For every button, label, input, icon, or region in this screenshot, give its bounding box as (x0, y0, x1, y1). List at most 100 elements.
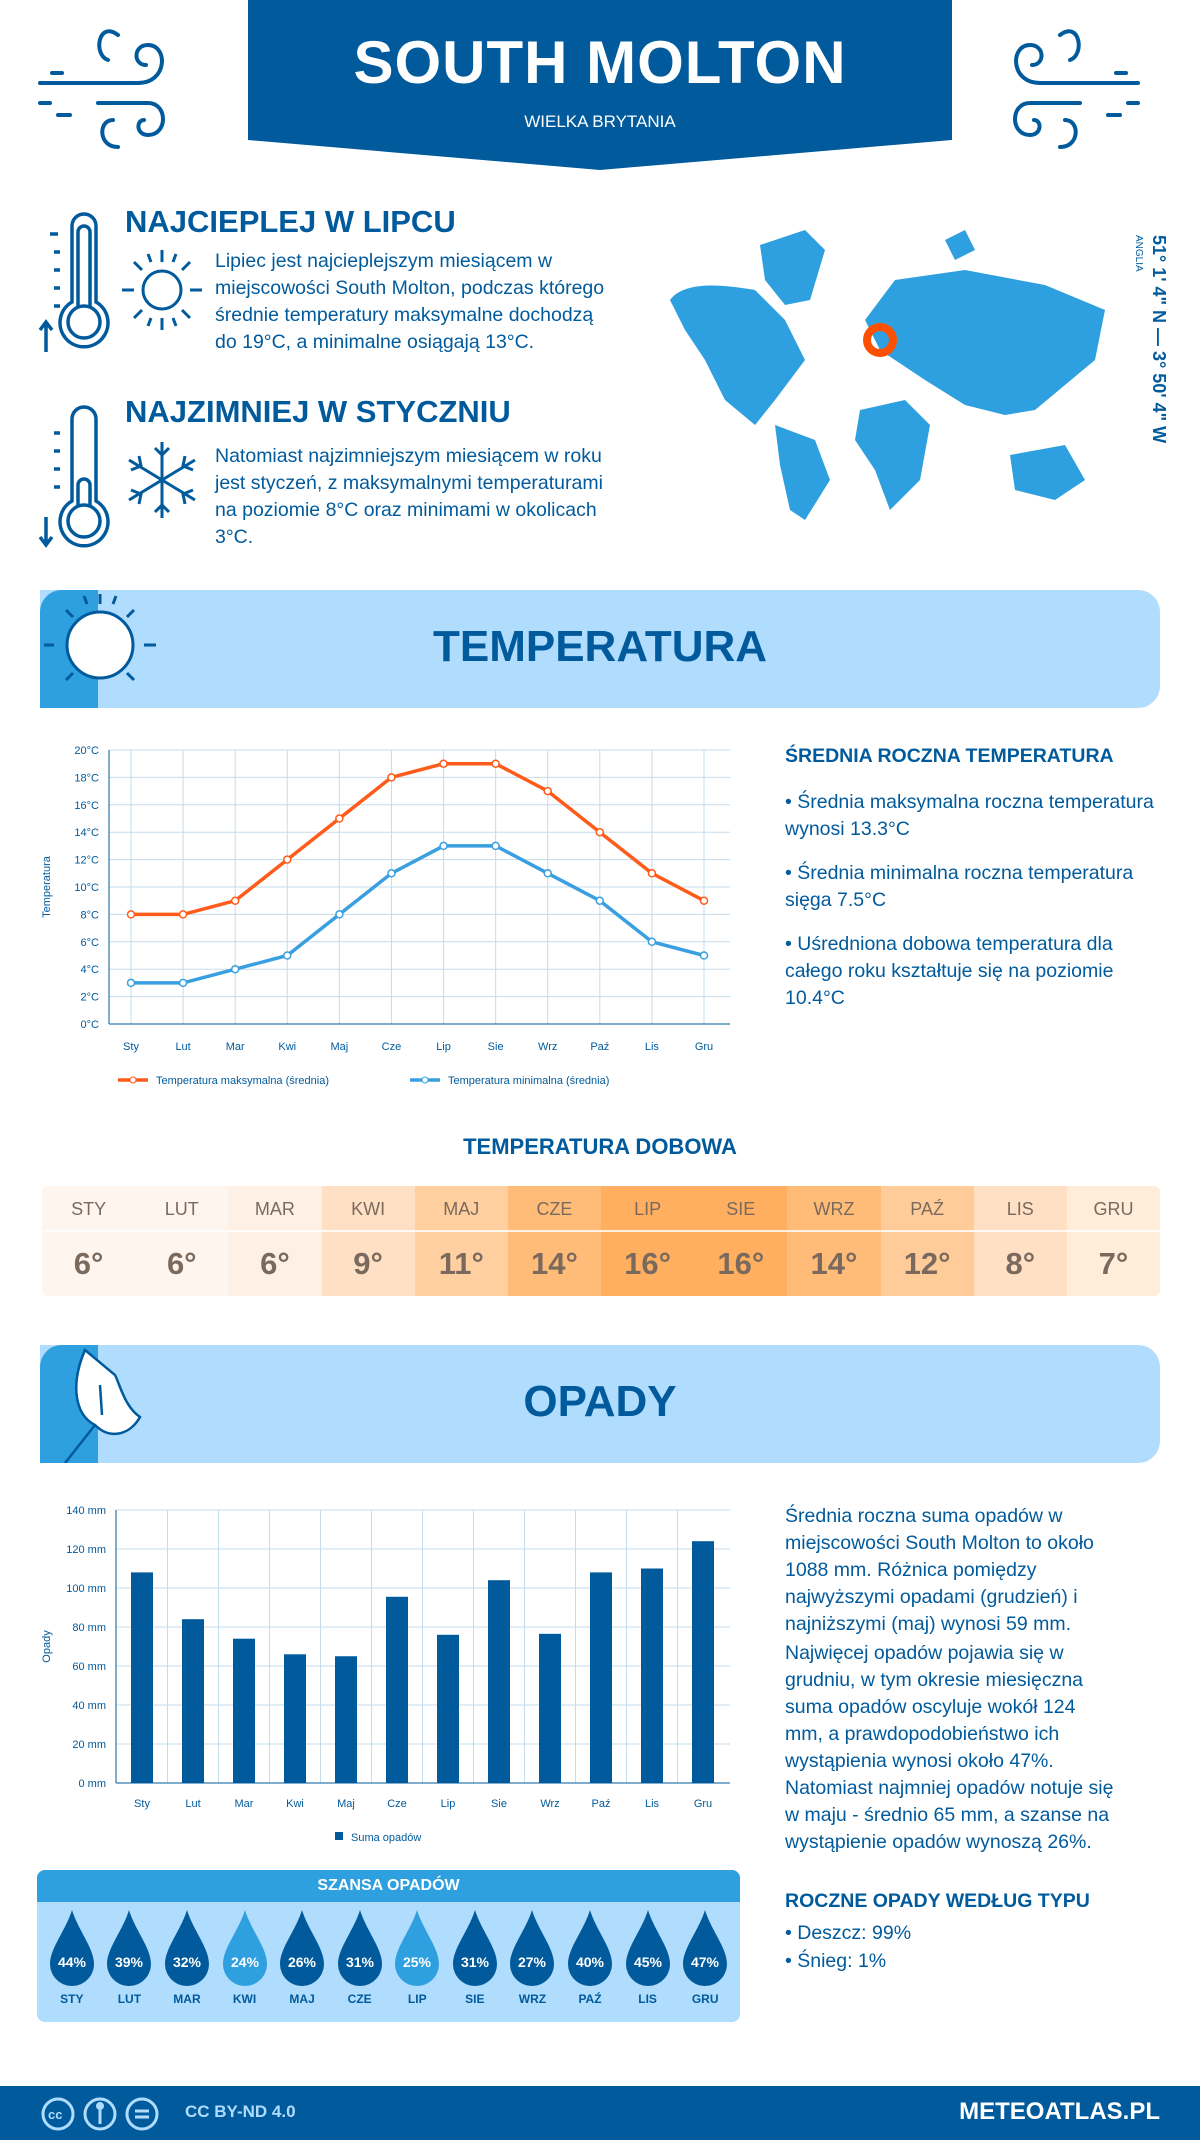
temperature-chart: 0°C 2°C 4°C 6°C 8°C 10°C 12°C 14°C 16°C 18°C 20°C S… (41, 745, 730, 1087)
y-tick-label: 40 mm (72, 1700, 106, 1712)
x-tick-label: Mar (226, 1041, 245, 1053)
chance-drop: 26% MAJ (273, 1910, 331, 2006)
x-tick-label: Mar (235, 1798, 254, 1810)
data-point (126, 910, 136, 919)
daily-temperature-table: STY 6° LUT 6° MAR 6° KWI 9° MAJ 11° CZE 14° LIP 16° SI… (42, 1186, 1160, 1296)
y-tick-label: 120 mm (66, 1544, 106, 1556)
data-point (283, 951, 292, 960)
x-tick-label: Sie (491, 1798, 507, 1810)
wind-icon (1013, 29, 1140, 149)
temperature-title: TEMPERATURA (432, 622, 768, 671)
footer: cc CC BY-ND 4.0 METEOATLAS.PL (0, 2086, 1200, 2140)
y-tick-label: 4°C (81, 964, 100, 976)
drop-icon: 26% (280, 1910, 325, 1986)
coordinates: 51° 1' 4" N — 3° 50' 4" W (1149, 235, 1169, 444)
x-tick-label: Kwi (286, 1798, 304, 1810)
site-link[interactable]: METEOATLAS.PL (959, 2098, 1160, 2125)
chance-month: WRZ (518, 1992, 547, 2006)
temp-bullet: • Średnia maksymalna roczna temperatura … (785, 791, 1154, 840)
location-marker (863, 323, 897, 357)
legend-marker (129, 1076, 137, 1084)
daily-temp-value: 9° (353, 1246, 383, 1281)
drop-icon: 31% (452, 1910, 497, 1986)
y-axis-label: Temperatura (41, 855, 53, 918)
month-label: PAŹ (880, 1186, 974, 1232)
daily-column: KWI 9° (321, 1186, 415, 1296)
daily-temp-value: 8° (1005, 1246, 1036, 1281)
chance-month: LIP (407, 1992, 427, 2006)
license-label[interactable]: CC BY-ND 4.0 (185, 2102, 296, 2121)
daily-column: STY 6° (42, 1186, 136, 1296)
chance-value: 31% (461, 1954, 490, 1970)
bar (641, 1568, 663, 1783)
bar (182, 1619, 204, 1783)
chance-drop: 31% CZE (331, 1910, 389, 2006)
x-tick-label: Lut (175, 1041, 190, 1053)
chance-drop: 31% SIE (446, 1910, 504, 2006)
drop-icon: 44% (49, 1910, 94, 1986)
data-point (491, 841, 500, 851)
chance-value: 39% (115, 1954, 144, 1970)
precipitation-title: OPADY (523, 1377, 677, 1426)
x-tick-label: Cze (387, 1798, 407, 1810)
drop-icon: 32% (164, 1910, 209, 1986)
temp-summary-heading: ŚREDNIA ROCZNA TEMPERATURA (785, 745, 1114, 767)
thermometer-down-icon (38, 405, 110, 548)
daily-temp-value: 11° (438, 1246, 484, 1281)
chance-month: KWI (232, 1992, 257, 2006)
cc-license-icons[interactable]: cc (40, 2096, 160, 2132)
data-point (699, 896, 709, 905)
drop-icon: 27% (510, 1910, 555, 1986)
y-tick-label: 2°C (81, 992, 100, 1004)
chance-drop: 40% PAŹ (561, 1910, 619, 2006)
daily-temp-value: 6° (73, 1246, 104, 1281)
chance-month: MAJ (289, 1992, 315, 2006)
data-point (387, 869, 396, 878)
chance-value: 40% (576, 1954, 605, 1970)
chance-month: MAR (173, 1992, 201, 2006)
month-label: MAJ (414, 1186, 508, 1232)
month-label: GRU (1066, 1186, 1160, 1232)
warm-heading: NAJCIEPLEJ W LIPCU (125, 204, 456, 239)
chance-drop: 24% KWI (216, 1910, 274, 2006)
data-point (647, 869, 657, 878)
daily-column: GRU 7° (1066, 1186, 1160, 1296)
daily-column: SIE 16° (694, 1186, 788, 1296)
chance-drop: 32% MAR (158, 1910, 216, 2006)
data-point (647, 937, 657, 947)
page-title: SOUTH MOLTON (353, 29, 847, 96)
data-point (283, 855, 292, 864)
daily-column: LUT 6° (135, 1186, 229, 1296)
y-tick-label: 140 mm (66, 1505, 106, 1517)
daily-column: MAR 6° (228, 1186, 322, 1296)
data-point (335, 910, 344, 919)
month-label: STY (42, 1186, 136, 1232)
daily-column: MAJ 11° (414, 1186, 508, 1296)
chance-month: LUT (117, 1992, 142, 2006)
cold-heading: NAJZIMNIEJ W STYCZNIU (125, 394, 511, 429)
chance-drop: 25% LIP (388, 1910, 446, 2006)
month-label: LIP (601, 1186, 695, 1232)
x-tick-label: Lip (441, 1798, 456, 1810)
precipitation-chart: 0 mm 20 mm 40 mm 60 mm 80 mm 100 mm 120 mm 140 … (41, 1505, 730, 1844)
chance-month: CZE (347, 1992, 372, 2006)
data-point (230, 964, 240, 974)
y-tick-label: 16°C (74, 800, 99, 812)
x-tick-label: Sty (123, 1041, 139, 1053)
data-point (439, 759, 448, 768)
chance-drop: 27% WRZ (504, 1910, 562, 2006)
drop-icon: 45% (625, 1910, 670, 1986)
month-label: WRZ (787, 1186, 881, 1232)
chance-value: 26% (288, 1954, 317, 1970)
sun-icon (44, 594, 156, 682)
daily-column: LIP 16° (601, 1186, 695, 1296)
y-tick-label: 20 mm (72, 1739, 106, 1751)
type-heading: ROCZNE OPADY WEDŁUG TYPU (785, 1890, 1090, 1912)
x-tick-label: Lis (645, 1041, 660, 1053)
chance-heading: SZANSA OPADÓW (37, 1870, 740, 1902)
legend-label: Temperatura minimalna (średnia) (448, 1075, 609, 1087)
x-tick-label: Sie (488, 1041, 504, 1053)
y-tick-label: 0 mm (79, 1778, 107, 1790)
daily-temp-value: 16° (624, 1246, 672, 1281)
x-tick-label: Wrz (538, 1041, 557, 1053)
